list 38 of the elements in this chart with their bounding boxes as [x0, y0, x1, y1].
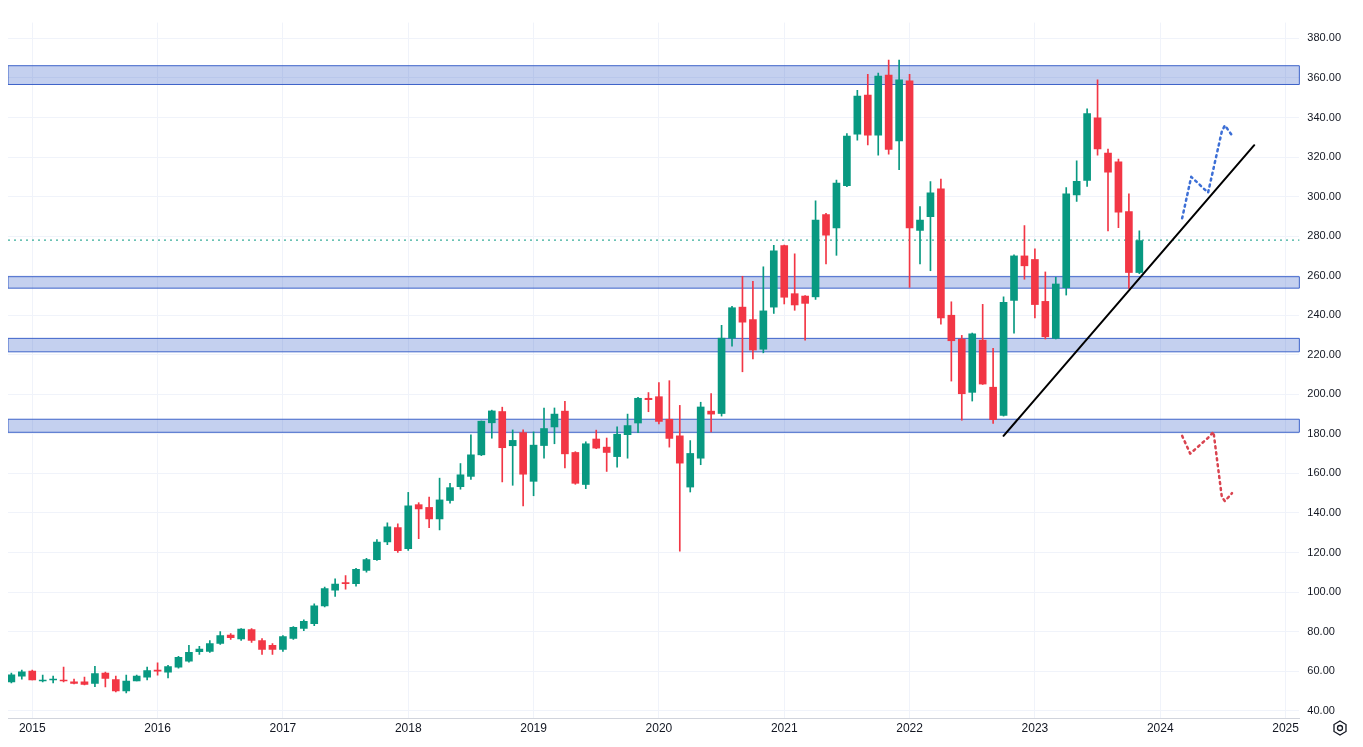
y-tick-label: 280.00 [1307, 229, 1342, 242]
x-tick-label: 2017 [269, 721, 297, 736]
y-tick-label: 180.00 [1307, 426, 1342, 439]
candlestick [801, 295, 809, 341]
y-tick-label: 40.00 [1307, 703, 1335, 716]
candlestick [790, 253, 799, 311]
x-tick-label: 2022 [896, 721, 924, 736]
y-tick-label: 120.00 [1307, 545, 1342, 558]
x-tick-label: 2025 [1272, 721, 1300, 736]
y-tick-label: 60.00 [1307, 664, 1335, 677]
line-series [1180, 430, 1234, 503]
y-tick-label: 220.00 [1307, 347, 1342, 360]
x-tick-label: 2015 [18, 721, 46, 736]
candlestick [602, 437, 611, 472]
candlestick [1104, 148, 1112, 232]
y-tick-label: 80.00 [1307, 624, 1335, 637]
candlestick [675, 405, 684, 552]
x-tick-label: 2021 [770, 721, 798, 736]
y-tick-label: 200.00 [1307, 387, 1342, 400]
x-tick-label: 2016 [144, 721, 172, 736]
y-tick-label: 160.00 [1307, 466, 1342, 479]
y-tick-label: 380.00 [1307, 31, 1342, 44]
candlestick [414, 502, 423, 539]
x-tick-label: 2020 [645, 721, 673, 736]
x-tick-label: 2019 [520, 721, 548, 736]
y-tick-label: 240.00 [1307, 308, 1342, 321]
y-tick-label: 300.00 [1307, 189, 1342, 202]
y-tick-label: 320.00 [1307, 150, 1342, 163]
line-series [1180, 124, 1235, 220]
x-tick-label: 2023 [1021, 721, 1049, 736]
candlestick [508, 429, 517, 486]
y-tick-label: 100.00 [1307, 585, 1342, 598]
x-tick-label: 2024 [1146, 721, 1174, 736]
y-tick-label: 260.00 [1307, 268, 1342, 281]
y-tick-label: 140.00 [1307, 505, 1342, 518]
y-tick-label: 360.00 [1307, 70, 1342, 83]
x-tick-label: 2018 [394, 721, 422, 736]
y-tick-label: 340.00 [1307, 110, 1342, 123]
